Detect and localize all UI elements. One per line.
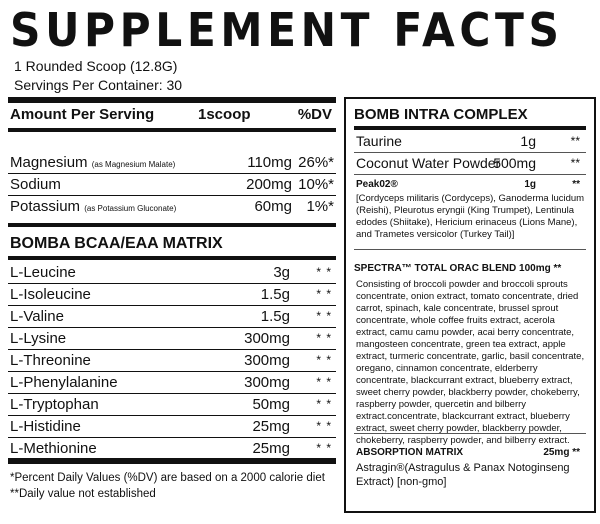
bcaa-rule [8,223,336,227]
intra-title: BOMB INTRA COMPLEX [354,106,528,123]
bcaa-row: L-Methionine 25mg * * [10,440,332,457]
serving-size: 1 Rounded Scoop (12.8G) [14,58,178,74]
amount-per-serving-label: Amount Per Serving [10,106,155,123]
table-header: Amount Per Serving 1scoop %DV [8,104,336,126]
bcaa-row: L-Isoleucine 1.5g * * [10,286,332,303]
bcaa-row: L-Threonine 300mg * * [10,352,332,369]
peak-row: Peak02® 1g ** [356,179,580,190]
servings-per-container: Servings Per Container: 30 [14,77,183,93]
page-title: SUPPLEMENT FACTS [10,3,564,57]
dv-header: %DV [297,106,332,123]
mineral-row: Sodium 200mg 10%* [10,176,334,193]
intra-complex-panel: BOMB INTRA COMPLEX Taurine 1g ** Coconut… [344,97,596,513]
absorption-row: ABSORPTION MATRIX 25mg ** [356,447,580,458]
bcaa-row: L-Valine 1.5g * * [10,308,332,325]
top-thick-rule [8,97,336,103]
bottom-thick-rule [8,458,336,464]
footnote-not-established: **Daily value not established [10,488,156,500]
header-rule [8,128,336,132]
unit-header: 1scoop [198,106,251,123]
absorption-description: Astragin®(Astragulus & Panax Notoginseng… [356,462,570,488]
spectra-title: SPECTRA™ TOTAL ORAC BLEND 100mg ** [354,263,562,274]
intra-row-coconut: Coconut Water Powder 500mg ** [356,155,580,171]
footnote-dv: *Percent Daily Values (%DV) are based on… [10,472,325,484]
intra-row-taurine: Taurine 1g ** [356,133,580,149]
bcaa-row: L-Phenylalanine 300mg * * [10,374,332,391]
bcaa-row: L-Lysine 300mg * * [10,330,332,347]
bcaa-list: L-Leucine 3g * * L-Isoleucine 1.5g * * L-Val… [8,262,336,462]
mineral-row: Magnesium (as Magnesium Malate) 110mg 26… [10,154,334,171]
minerals-list: Magnesium (as Magnesium Malate) 110mg 26… [8,152,336,218]
bcaa-title-rule [8,256,336,260]
spectra-description: Consisting of broccoli powder and brocco… [356,279,585,446]
mineral-row: Potassium (as Potassium Gluconate) 60mg … [10,198,334,215]
bcaa-title: BOMBA BCAA/EAA MATRIX [10,235,223,252]
intra-title-rule [354,126,586,130]
bcaa-row: L-Tryptophan 50mg * * [10,396,332,413]
peak-description: [Cordyceps militaris (Cordyceps), Ganode… [356,193,585,240]
bcaa-row: L-Leucine 3g * * [10,264,332,281]
bcaa-row: L-Histidine 25mg * * [10,418,332,435]
